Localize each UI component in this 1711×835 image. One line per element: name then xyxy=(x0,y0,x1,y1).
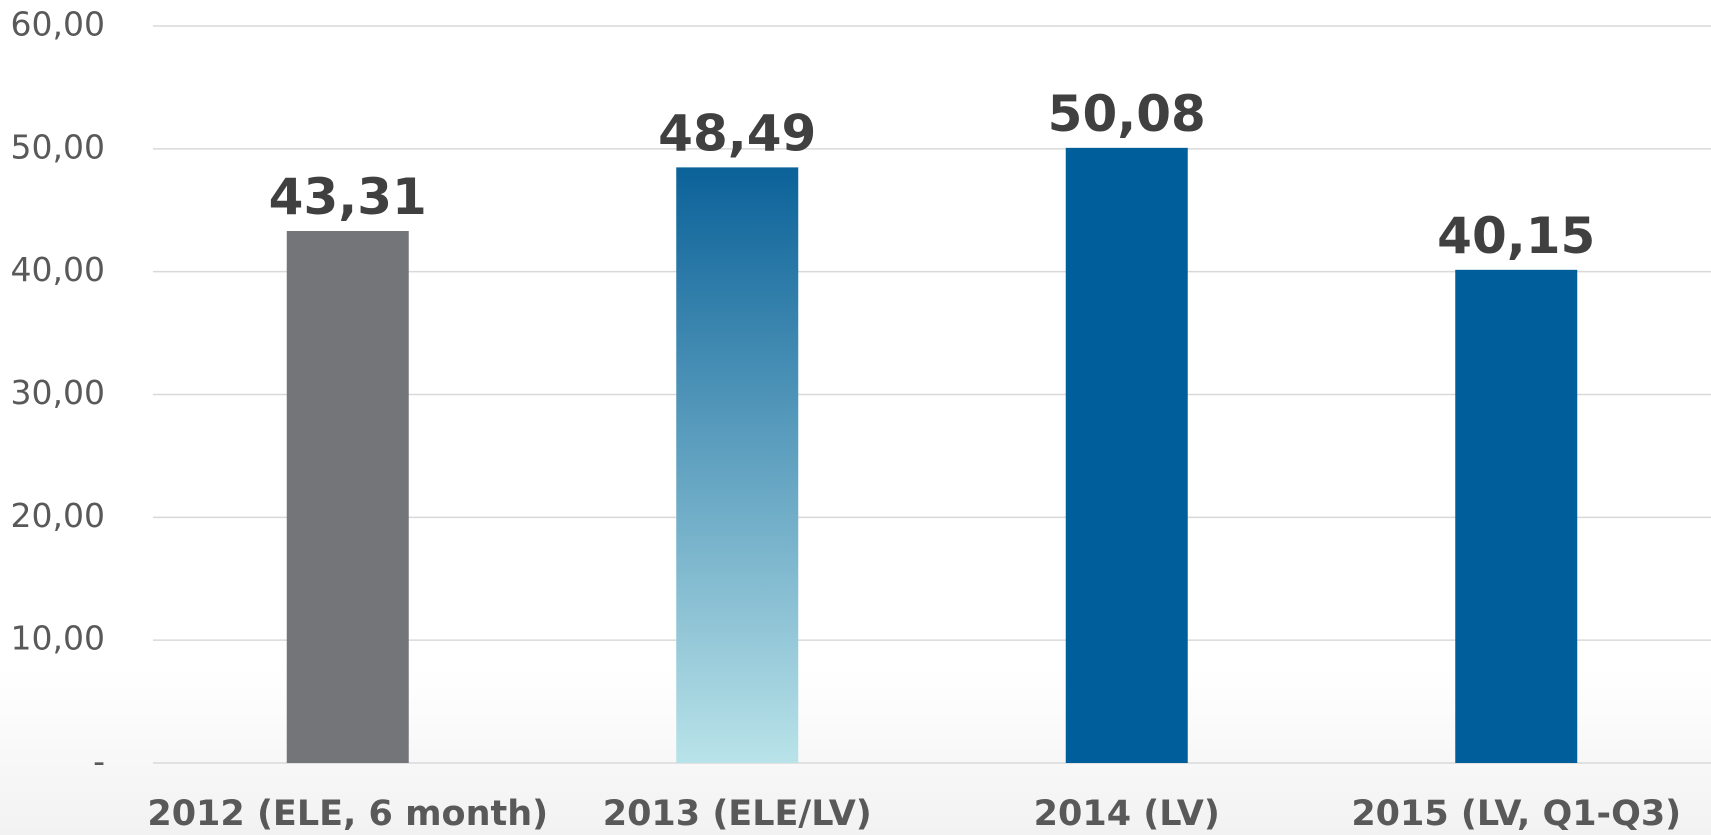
x-tick-label: 2013 (ELE/LV) xyxy=(603,794,872,834)
bar xyxy=(286,231,409,763)
y-tick-label: 60,00 xyxy=(11,5,105,44)
data-label: 40,15 xyxy=(1437,207,1595,265)
y-tick-label: 10,00 xyxy=(11,619,105,658)
data-label: 43,31 xyxy=(269,168,427,226)
data-label: 48,49 xyxy=(658,104,816,162)
y-tick-label: 30,00 xyxy=(11,373,105,412)
bar xyxy=(1065,147,1188,764)
y-tick-label: 50,00 xyxy=(11,127,105,166)
x-tick-label: 2012 (ELE, 6 month) xyxy=(147,794,548,834)
bar xyxy=(1455,269,1578,763)
y-tick-label: 40,00 xyxy=(11,250,105,289)
y-tick-label: 20,00 xyxy=(11,496,105,535)
bar xyxy=(676,167,799,763)
data-label: 50,08 xyxy=(1048,85,1206,143)
x-tick-label: 2015 (LV, Q1-Q3) xyxy=(1351,794,1681,834)
x-tick-label: 2014 (LV) xyxy=(1034,794,1220,834)
y-tick-label: - xyxy=(93,742,105,781)
